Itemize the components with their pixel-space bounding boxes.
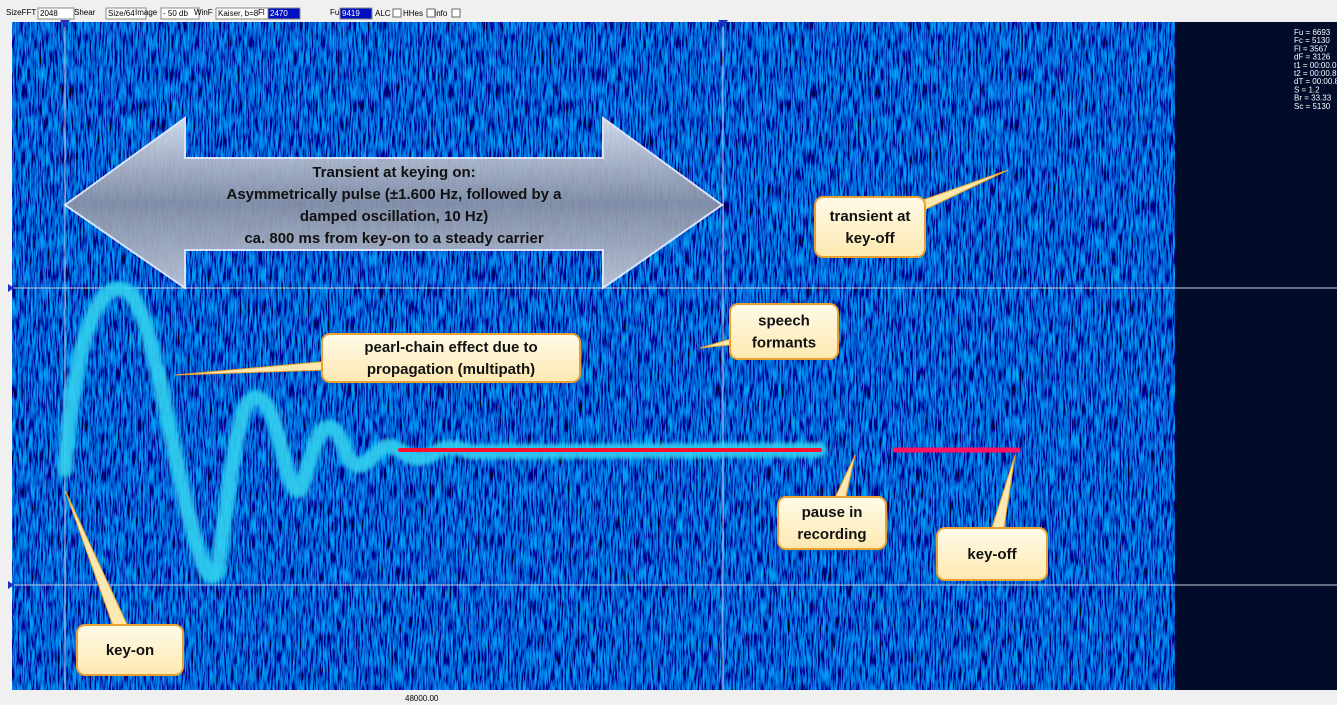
callout [729,303,839,360]
marker [8,581,14,589]
dark-area [1175,22,1337,690]
info-text: Br = 33.33 [1294,94,1332,103]
toolbar-label: Shear [74,8,96,17]
callout-text: propagation (multipath) [367,361,535,378]
toolbar-value: Size/64 [108,9,135,18]
info-text: dT = 00:00.832.00 [1294,77,1337,86]
callout-text: pause in [802,504,863,521]
info-text: S = 1.2 [1294,85,1320,94]
callout [936,527,1048,581]
callout-text: formants [752,335,816,352]
callout-text: key-off [967,546,1017,563]
info-text: dF = 3126 [1294,53,1331,62]
input[interactable] [267,7,301,20]
signal [58,150,1024,576]
callout-text: pearl-chain effect due to [364,339,537,356]
marker [60,20,70,27]
callout-text: transient at [830,208,911,225]
check-label: HHes [403,9,423,18]
info-text: Fc = 5130 [1294,36,1330,45]
callout-text: key-off [845,230,895,247]
toolbar-value: 9419 [342,9,360,18]
rate: 48000.00 [405,694,439,703]
marker [8,284,14,292]
info-text: t2 = 00:00.896 [1294,69,1337,78]
check-label: ALC [375,9,391,18]
noise [12,22,1177,690]
dropdown[interactable] [105,7,147,20]
dropdown[interactable] [37,7,75,20]
callout [76,624,184,676]
checkbox[interactable] [451,8,461,18]
info-text: t1 = 00:00.064 [1294,61,1337,70]
info-text: Sc = 5130 [1294,102,1331,111]
toolbar-label: SizeFFT [6,8,36,17]
checkbox[interactable] [392,8,402,18]
toolbar-value: Kaiser, b=8 [218,9,259,18]
arrow-text: ca. 800 ms from key-on to a steady carri… [244,230,543,247]
toolbar [0,0,1337,22]
toolbar-label: Image [135,8,158,17]
check-label: Info [434,9,448,18]
arrow: Transient at keying on: Asymmetrically p… [63,116,724,290]
input[interactable] [339,7,373,20]
statusbar [0,690,1337,705]
dropdown[interactable] [160,7,200,20]
toolbar-label: Fu [330,8,339,17]
callout-text: speech [758,313,810,330]
toolbar-value: - 50 db [163,9,188,18]
info-text: Fu = 6693 [1294,28,1331,37]
callout-text: recording [797,526,866,543]
arrow-text: Asymmetrically pulse (±1.600 Hz, followe… [226,186,562,203]
callout-text: key-on [106,642,154,659]
toolbar-value: 2048 [40,9,58,18]
double-arrow [63,116,724,290]
callout [321,333,581,383]
arrow-text: damped oscillation, 10 Hz) [300,208,488,225]
toolbar-value: 2470 [270,9,288,18]
toolbar-label: WinF [194,8,213,17]
info-text: Fl = 3567 [1294,44,1328,53]
checkbox[interactable] [426,8,436,18]
callout [814,196,926,258]
arrow-text: Transient at keying on: [312,164,475,181]
toolbar-label: Fl [258,8,265,17]
callout [777,496,887,550]
marker [718,20,728,27]
